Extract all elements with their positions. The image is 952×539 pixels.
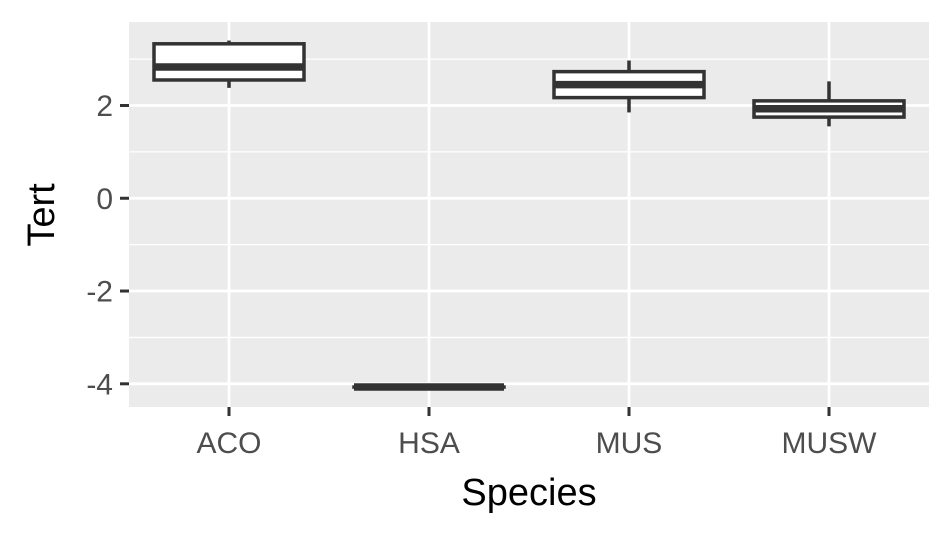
y-tick-label: -2 (86, 276, 113, 309)
box-aco (152, 40, 306, 88)
y-axis-title: Tert (21, 183, 63, 247)
box-musw (752, 81, 906, 127)
x-tick-label: MUSW (782, 427, 878, 460)
boxes (152, 40, 906, 391)
box-iqr (152, 42, 306, 82)
y-tick-label: 2 (96, 90, 113, 123)
x-tick-label: HSA (398, 427, 460, 460)
y-axis: -4 -2 0 2 (86, 90, 129, 401)
box-mus (552, 60, 706, 113)
y-tick-label: -4 (86, 368, 113, 401)
plot-panel (129, 22, 929, 407)
x-tick-label: MUS (596, 427, 663, 460)
x-tick-label: ACO (196, 427, 261, 460)
x-axis-title: Species (461, 472, 596, 514)
y-tick-label: 0 (96, 183, 113, 216)
x-axis: ACO HSA MUS MUSW (196, 407, 877, 460)
